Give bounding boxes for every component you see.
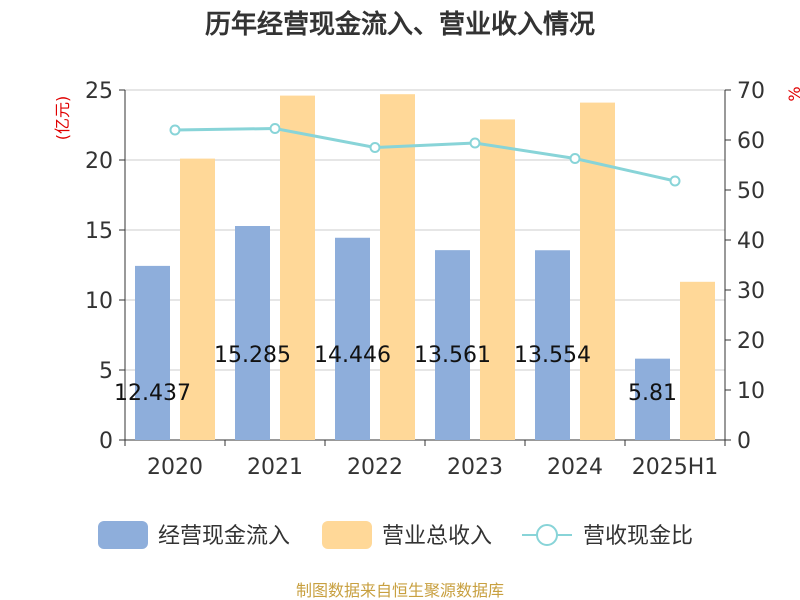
right-tick-label: 10	[737, 379, 765, 404]
revenue-bar	[680, 281, 715, 440]
gridlines	[125, 89, 725, 371]
cash-inflow-bar	[635, 358, 670, 440]
chart-title: 历年经营现金流入、营业收入情况	[205, 9, 595, 40]
x-tick-label: 2023	[447, 455, 503, 480]
right-tick-label: 70	[737, 79, 765, 104]
revenue-bar	[380, 94, 415, 440]
x-tick-label: 2024	[547, 455, 603, 480]
legend-swatch	[98, 521, 148, 549]
x-tick-label: 2020	[147, 455, 203, 480]
cash-inflow-bar	[335, 237, 370, 440]
ratio-line	[169, 123, 681, 187]
legend-label: 营业总收入	[382, 524, 492, 549]
left-tick-label: 25	[85, 79, 113, 104]
ratio-point	[269, 123, 281, 134]
right-axis-unit: %	[785, 86, 800, 101]
left-tick-label: 15	[85, 219, 113, 244]
data-labels: 12.437 15.285 14.446 13.561 13.554 5.81	[114, 343, 677, 406]
left-tick-label: 10	[85, 289, 113, 314]
revenue-bar	[580, 102, 615, 440]
left-tick-label: 0	[99, 429, 113, 454]
ratio-point	[669, 175, 681, 187]
cash-inflow-data-label: 12.437	[114, 381, 191, 406]
revenue-bar	[480, 119, 515, 441]
bars	[135, 94, 715, 441]
legend-marker	[536, 524, 558, 546]
cash-inflow-data-label: 5.81	[628, 381, 677, 406]
right-tick-label: 20	[737, 329, 765, 354]
cash-inflow-bar	[235, 226, 270, 440]
legend: 经营现金流入 营业总收入 营收现金比	[98, 521, 693, 549]
cash-inflow-data-label: 14.446	[314, 343, 391, 368]
x-tick-label: 2025H1	[632, 455, 719, 480]
cash-inflow-bar	[435, 250, 470, 440]
revenue-bar	[180, 158, 215, 440]
right-tick-label: 50	[737, 179, 765, 204]
legend-swatch	[322, 521, 372, 549]
right-tick-label: 40	[737, 229, 765, 254]
right-tick-label: 0	[737, 429, 751, 454]
ratio-point	[369, 142, 381, 153]
ratio-point	[169, 124, 181, 136]
cash-inflow-bar	[135, 265, 170, 440]
cash-inflow-data-label: 15.285	[214, 343, 291, 368]
right-tick-label: 60	[737, 129, 765, 154]
cash-inflow-data-label: 13.554	[514, 343, 591, 368]
x-tick-label: 2021	[247, 455, 303, 480]
ratio-line-path	[174, 126, 676, 183]
right-tick-label: 30	[737, 279, 765, 304]
ratio-point	[569, 153, 581, 164]
ratio-point	[469, 137, 481, 149]
left-tick-label: 20	[85, 149, 113, 174]
revenue-bar	[280, 95, 315, 440]
cash-inflow-bar	[535, 250, 570, 440]
left-tick-label: 5	[99, 359, 113, 384]
axes: 0 5 10 15 20 25 0 10 20 30 40 50 60 70 2020 2021 2022 202…	[85, 79, 765, 480]
cash-inflow-data-label: 13.561	[414, 343, 491, 368]
legend-label: 经营现金流入	[158, 524, 290, 549]
source-note: 制图数据来自恒生聚源数据库	[296, 581, 504, 600]
legend-label: 营收现金比	[583, 524, 693, 549]
left-axis-unit: (亿元)	[53, 96, 72, 141]
x-tick-label: 2022	[347, 455, 403, 480]
